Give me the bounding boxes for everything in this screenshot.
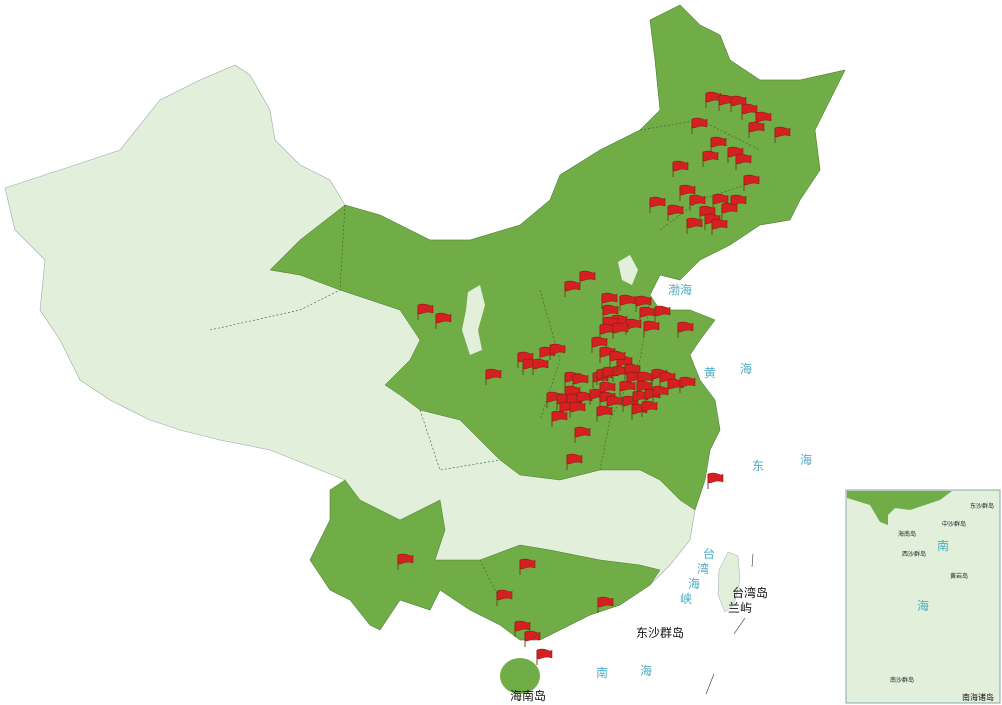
inset-sea-label: 南 (937, 538, 949, 553)
red-flag-icon (743, 174, 760, 191)
sea-label: 湾 (697, 561, 709, 576)
place-label-dongsha: 东沙群岛 (636, 625, 684, 640)
red-flag-icon (774, 126, 791, 143)
red-flag-icon (496, 589, 513, 606)
red-flag-icon (591, 336, 608, 353)
sea-label: 峡 (680, 592, 692, 606)
sea-label: 海 (800, 452, 812, 467)
red-flag-icon (564, 280, 581, 297)
red-flag-icon (569, 401, 586, 418)
red-flag-icon (536, 648, 553, 665)
red-flag-icon (609, 350, 626, 367)
red-flag-icon (702, 150, 719, 167)
hainan-island (500, 658, 540, 694)
red-flag-icon (707, 472, 724, 489)
sea-label: 黄 (704, 366, 716, 380)
red-flag-icon (524, 630, 541, 647)
place-label-hainan: 海南岛 (510, 688, 546, 703)
tianjin-region (618, 255, 638, 285)
red-flag-icon (654, 305, 671, 322)
red-flag-icon (551, 410, 568, 427)
map-regions (4, 4, 846, 694)
inset-label: 西沙群岛 (902, 550, 926, 558)
red-flag-icon (574, 426, 591, 443)
red-flag-icon (735, 153, 752, 170)
red-flag-icon (637, 371, 654, 388)
sea-label: 渤 (668, 283, 680, 297)
red-flag-icon (686, 217, 703, 234)
red-flag-icon (601, 292, 618, 309)
sea-label: 南 (596, 665, 608, 680)
ningxia-region (462, 285, 485, 355)
red-flag-icon (711, 218, 728, 235)
red-flag-icon (514, 620, 531, 637)
inset-label: 海南岛 (898, 530, 916, 538)
red-flag-icon (721, 202, 738, 219)
red-flag-icon (397, 553, 414, 570)
flag-markers (397, 91, 791, 665)
red-flag-icon (691, 117, 708, 134)
red-flag-icon (417, 303, 434, 320)
inset-label: 南沙群岛 (890, 676, 914, 684)
red-flag-icon (710, 136, 727, 153)
red-flag-icon (667, 378, 684, 395)
red-flag-icon (549, 343, 566, 360)
place-label-taiwan: 台湾岛 (732, 585, 768, 600)
inset-label: 黄岩岛 (950, 572, 968, 580)
place-label-lanyu: 兰屿 (728, 601, 752, 615)
sea-label: 台 (703, 546, 715, 561)
inset-title: 南海诸岛 (962, 692, 994, 702)
highlighted-region-south (309, 479, 661, 641)
red-flag-icon (435, 312, 452, 329)
red-flag-icon (667, 204, 684, 221)
red-flag-icon (748, 121, 765, 138)
red-flag-icon (596, 405, 613, 422)
red-flag-icon (689, 194, 706, 211)
red-flag-icon (597, 596, 614, 613)
red-flag-icon (641, 400, 658, 417)
red-flag-icon (619, 380, 636, 397)
red-flag-icon (635, 295, 652, 312)
inset-label: 中沙群岛 (942, 520, 966, 528)
sea-label: 海 (688, 576, 700, 591)
taiwan-island (717, 551, 741, 613)
south-china-sea-inset: 东沙群岛 海南岛 西沙群岛 中沙群岛 黄岩岛 南沙群岛 南 海 南海诸岛 (845, 489, 1001, 704)
red-flag-icon (612, 322, 629, 339)
red-flag-icon (643, 320, 660, 337)
sea-label: 海 (680, 282, 692, 297)
red-flag-icon (636, 380, 653, 397)
red-flag-icon (485, 368, 502, 385)
red-flag-icon (566, 453, 583, 470)
red-flag-icon (579, 270, 596, 287)
red-flag-icon (532, 358, 549, 375)
boundary-dashes (705, 553, 754, 695)
inset-label: 东沙群岛 (970, 502, 994, 510)
red-flag-icon (649, 196, 666, 213)
red-flag-icon (705, 91, 722, 108)
red-flag-icon (619, 294, 636, 311)
sea-label: 海 (740, 361, 752, 376)
place-labels: 台湾岛 兰屿 东沙群岛 海南岛 (510, 585, 768, 703)
red-flag-icon (679, 184, 696, 201)
red-flag-icon (677, 321, 694, 338)
sea-labels: 渤 海 黄 海 东 海 台 湾 海 峡 南 海 (596, 282, 812, 680)
red-flag-icon (672, 160, 689, 177)
highlighted-region-north (269, 4, 846, 511)
red-flag-icon (679, 376, 696, 393)
sea-label: 东 (752, 459, 764, 473)
sea-label: 海 (640, 663, 652, 678)
red-flag-icon (519, 558, 536, 575)
inset-sea-label: 海 (917, 598, 929, 613)
